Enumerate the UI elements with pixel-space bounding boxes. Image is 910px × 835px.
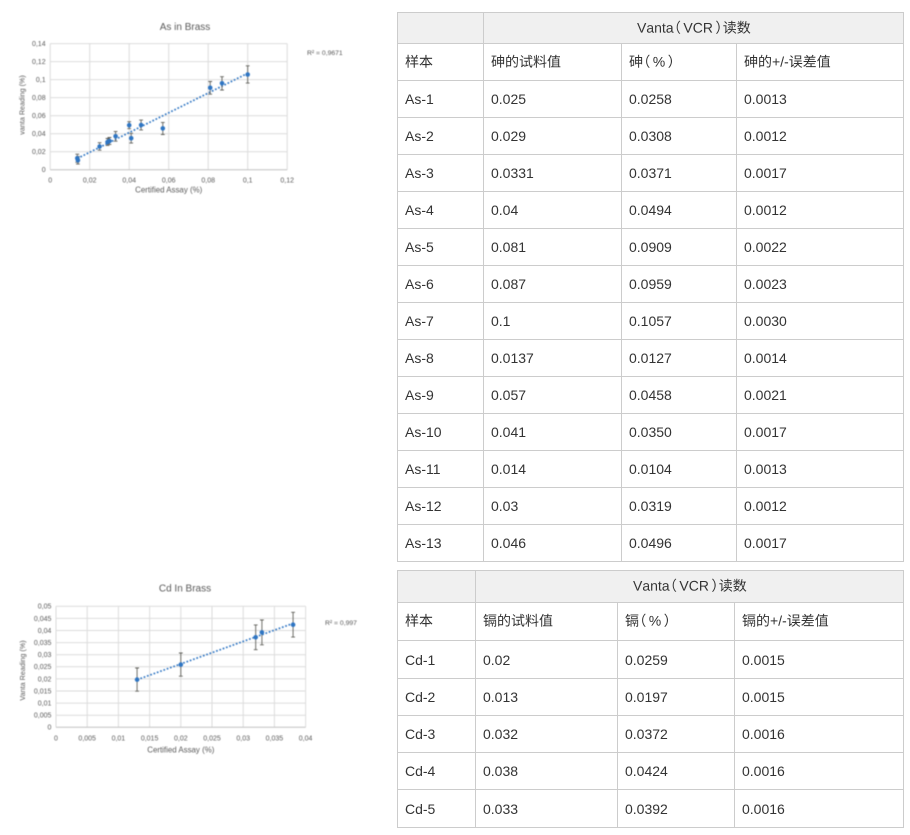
svg-text:0,02: 0,02 (83, 178, 97, 185)
svg-text:0,08: 0,08 (201, 178, 215, 185)
svg-text:0: 0 (48, 178, 52, 185)
svg-text:Cd In Brass: Cd In Brass (159, 584, 211, 595)
svg-text:R² = 0,9671: R² = 0,9671 (307, 50, 343, 57)
svg-text:0,035: 0,035 (266, 735, 284, 742)
svg-text:0,04: 0,04 (122, 178, 136, 185)
svg-text:0,005: 0,005 (78, 735, 96, 742)
svg-text:0: 0 (54, 735, 58, 742)
svg-text:0,02: 0,02 (32, 149, 46, 156)
svg-text:0,12: 0,12 (280, 178, 294, 185)
svg-text:0,01: 0,01 (38, 701, 52, 708)
svg-text:Vanta Reading (%): Vanta Reading (%) (18, 640, 27, 700)
svg-text:0,1: 0,1 (36, 77, 46, 84)
svg-text:0,12: 0,12 (32, 59, 46, 66)
svg-text:R² = 0,997: R² = 0,997 (325, 620, 357, 627)
svg-text:0,025: 0,025 (203, 735, 221, 742)
svg-text:0,02: 0,02 (174, 735, 188, 742)
svg-text:As in Brass: As in Brass (160, 22, 211, 33)
svg-text:0,035: 0,035 (34, 640, 52, 647)
svg-text:0,04: 0,04 (38, 628, 52, 635)
svg-text:0,04: 0,04 (299, 735, 313, 742)
svg-text:0,045: 0,045 (34, 616, 52, 623)
svg-text:0,03: 0,03 (236, 735, 250, 742)
svg-text:Certified Assay (%): Certified Assay (%) (135, 186, 202, 195)
svg-text:0,005: 0,005 (34, 713, 52, 720)
svg-text:0,015: 0,015 (34, 688, 52, 695)
svg-text:0,06: 0,06 (162, 178, 176, 185)
svg-text:0,14: 0,14 (32, 41, 46, 48)
svg-text:0: 0 (47, 725, 51, 732)
svg-text:0,015: 0,015 (141, 735, 159, 742)
svg-text:0,02: 0,02 (38, 676, 52, 683)
svg-text:0,01: 0,01 (112, 735, 126, 742)
svg-text:0,03: 0,03 (38, 652, 52, 659)
svg-text:0,04: 0,04 (32, 131, 46, 138)
svg-text:0: 0 (42, 167, 46, 174)
svg-text:0,05: 0,05 (38, 604, 52, 611)
svg-text:Certified Assay (%): Certified Assay (%) (147, 746, 214, 755)
svg-text:0,1: 0,1 (243, 178, 253, 185)
svg-text:0,025: 0,025 (34, 664, 52, 671)
svg-text:vanta Reading (%): vanta Reading (%) (18, 75, 27, 135)
svg-text:0,06: 0,06 (32, 113, 46, 120)
svg-text:0,08: 0,08 (32, 95, 46, 102)
